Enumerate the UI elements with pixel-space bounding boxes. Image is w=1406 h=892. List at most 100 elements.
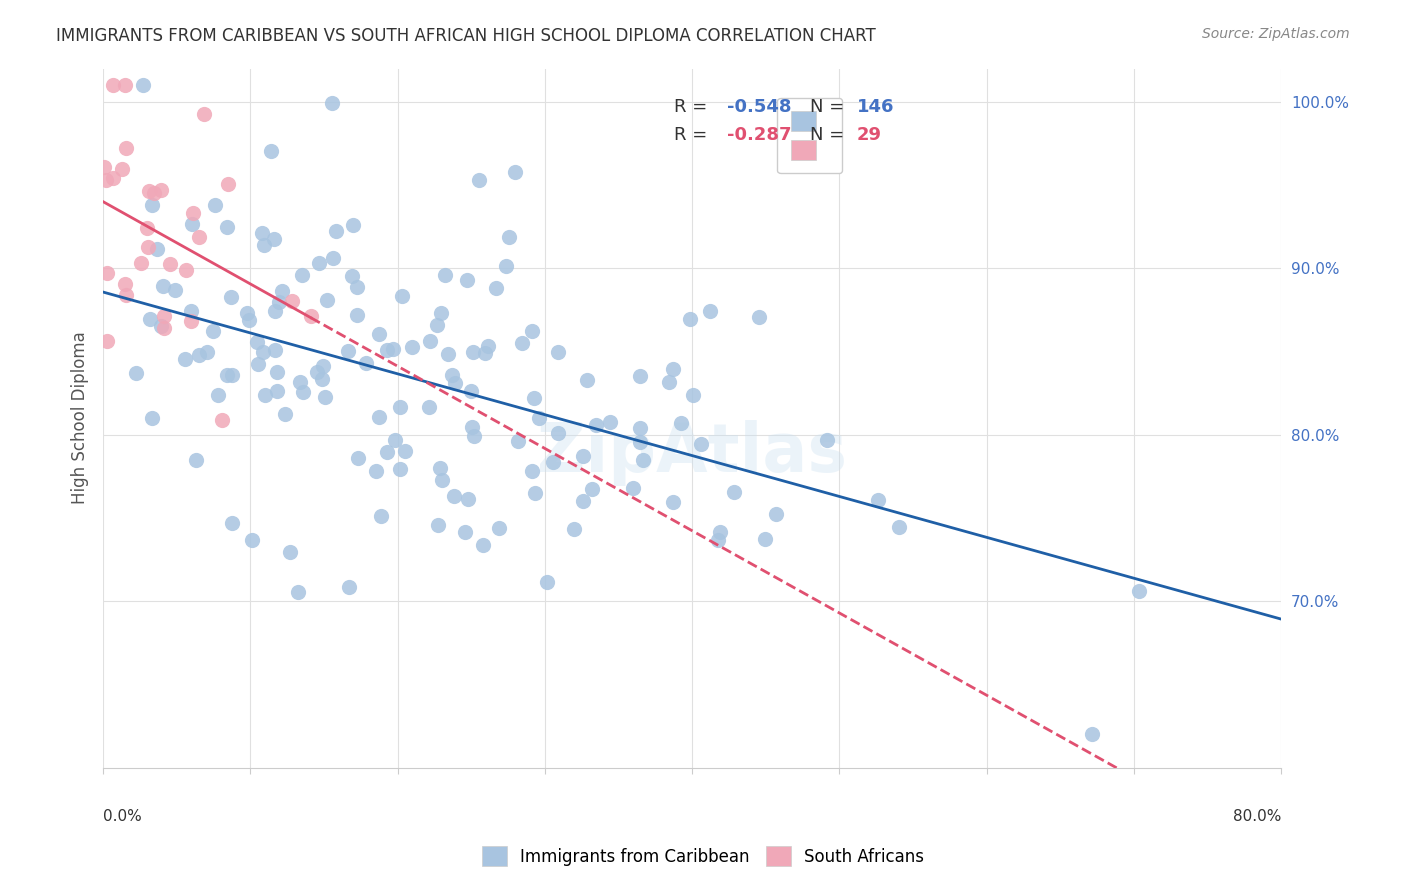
Point <box>347 451 370 466</box>
Point <box>571 494 593 508</box>
Legend: , : , <box>778 98 842 173</box>
Point <box>571 449 593 463</box>
Point <box>527 410 550 425</box>
Point <box>207 388 229 402</box>
Point <box>375 445 398 459</box>
Point <box>441 368 464 383</box>
Point <box>187 348 209 362</box>
Point <box>426 518 449 533</box>
Point <box>628 420 651 434</box>
Point <box>547 425 569 440</box>
Point <box>389 401 412 415</box>
Point <box>305 365 328 379</box>
Point <box>264 304 287 318</box>
Point <box>308 256 330 270</box>
Point <box>299 310 322 324</box>
Point <box>575 373 598 387</box>
Point <box>153 321 176 335</box>
Point <box>245 334 267 349</box>
Point <box>368 410 391 425</box>
Point <box>461 345 484 359</box>
Point <box>342 218 364 232</box>
Point <box>889 520 911 534</box>
Point <box>1080 727 1102 741</box>
Point <box>180 217 202 231</box>
Point <box>394 444 416 458</box>
Text: N =: N = <box>810 98 849 116</box>
Point <box>419 334 441 348</box>
Point <box>485 281 508 295</box>
Point <box>418 401 440 415</box>
Point <box>114 78 136 92</box>
Point <box>477 339 499 353</box>
Point <box>621 482 644 496</box>
Point <box>236 306 259 320</box>
Point <box>325 223 347 237</box>
Point <box>375 343 398 358</box>
Point <box>346 308 368 322</box>
Point <box>474 346 496 360</box>
Point <box>291 268 314 283</box>
Point <box>96 334 118 348</box>
Point <box>461 420 484 434</box>
Point <box>174 263 197 277</box>
Point <box>346 280 368 294</box>
Point <box>115 288 138 302</box>
Point <box>186 453 208 467</box>
Text: IMMIGRANTS FROM CARIBBEAN VS SOUTH AFRICAN HIGH SCHOOL DIPLOMA CORRELATION CHART: IMMIGRANTS FROM CARIBBEAN VS SOUTH AFRIC… <box>56 27 876 45</box>
Point <box>384 433 406 447</box>
Point <box>669 416 692 430</box>
Point <box>432 473 454 487</box>
Text: ZipAtlas: ZipAtlas <box>537 420 846 486</box>
Point <box>159 257 181 271</box>
Point <box>754 532 776 546</box>
Point <box>129 255 152 269</box>
Point <box>682 388 704 402</box>
Point <box>401 340 423 354</box>
Point <box>456 273 478 287</box>
Point <box>93 160 115 174</box>
Point <box>468 173 491 187</box>
Point <box>278 545 301 559</box>
Point <box>337 580 360 594</box>
Point <box>96 266 118 280</box>
Point <box>381 342 404 356</box>
Point <box>340 269 363 284</box>
Point <box>219 290 242 304</box>
Point <box>541 455 564 469</box>
Point <box>495 259 517 273</box>
Point <box>217 219 239 234</box>
Point <box>321 95 343 110</box>
Text: Source: ZipAtlas.com: Source: ZipAtlas.com <box>1202 27 1350 41</box>
Point <box>709 524 731 539</box>
Point <box>316 293 339 307</box>
Point <box>150 183 173 197</box>
Point <box>536 574 558 589</box>
Point <box>444 376 467 390</box>
Point <box>690 437 713 451</box>
Point <box>266 384 288 398</box>
Point <box>221 516 243 531</box>
Point <box>267 294 290 309</box>
Point <box>253 238 276 252</box>
Point <box>430 306 453 320</box>
Point <box>115 141 138 155</box>
Point <box>314 390 336 404</box>
Point <box>271 285 294 299</box>
Point <box>247 358 270 372</box>
Point <box>391 289 413 303</box>
Point <box>263 343 285 358</box>
Point <box>581 482 603 496</box>
Point <box>124 366 146 380</box>
Text: R =: R = <box>675 126 713 144</box>
Legend: Immigrants from Caribbean, South Africans: Immigrants from Caribbean, South African… <box>474 838 932 875</box>
Point <box>204 198 226 212</box>
Point <box>139 311 162 326</box>
Point <box>699 304 721 318</box>
Point <box>520 464 543 478</box>
Point <box>153 310 176 324</box>
Point <box>454 524 477 539</box>
Point <box>111 162 134 177</box>
Point <box>211 412 233 426</box>
Point <box>765 507 787 521</box>
